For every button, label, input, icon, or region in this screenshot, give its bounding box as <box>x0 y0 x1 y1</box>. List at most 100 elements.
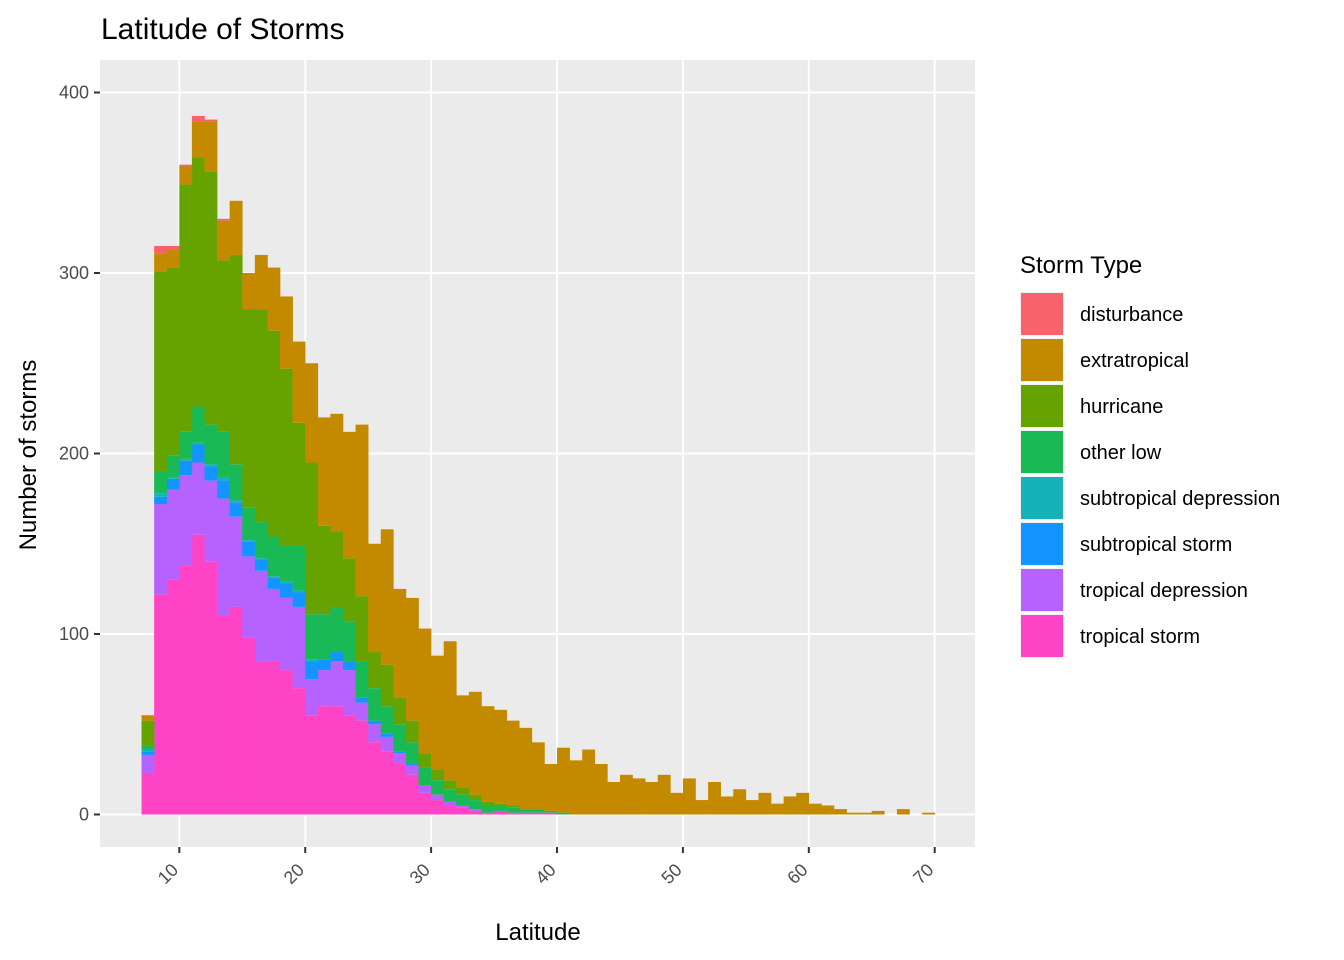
bar-segment <box>355 661 369 698</box>
bar-segment <box>317 525 331 615</box>
bar-segment <box>254 661 268 815</box>
bar-segment <box>368 724 382 743</box>
x-tick-label: 30 <box>406 860 434 888</box>
bar-segment <box>405 763 419 766</box>
bar-segment <box>519 812 533 815</box>
bar-segment <box>141 751 155 755</box>
bar-segment <box>342 431 356 559</box>
bar-segment <box>166 245 180 250</box>
bar-segment <box>405 597 419 721</box>
bar-segment <box>443 789 457 802</box>
bar-segment <box>191 442 205 445</box>
bar-segment <box>280 670 293 815</box>
legend-swatch <box>1021 569 1063 611</box>
bar-segment <box>292 590 306 593</box>
bar-segment <box>506 805 520 808</box>
bar-segment <box>242 309 256 508</box>
bar-segment <box>242 556 256 638</box>
bar-segment <box>544 763 558 811</box>
legend-label: subtropical depression <box>1080 488 1280 510</box>
x-tick-label: 20 <box>280 860 308 888</box>
bar-segment <box>506 807 520 813</box>
bar-segment <box>267 578 281 589</box>
bar-segment <box>342 621 356 662</box>
bar-segment <box>166 249 180 268</box>
bar-segment <box>494 805 507 811</box>
bar-segment <box>645 782 659 815</box>
bar-segment <box>368 720 382 725</box>
bar-segment <box>720 796 734 815</box>
bar-segment <box>456 807 470 815</box>
bar-segment <box>443 805 457 815</box>
bar-segment <box>204 480 218 562</box>
bar-segment <box>154 594 168 815</box>
y-tick-label: 0 <box>79 805 89 825</box>
bar-segment <box>280 368 293 546</box>
bar-segment <box>242 637 256 815</box>
bar-segment <box>267 536 281 577</box>
bar-segment <box>229 464 243 501</box>
bar-segment <box>179 460 193 476</box>
bar-segment <box>368 688 382 721</box>
legend-title: Storm Type <box>1020 252 1142 279</box>
bar-segment <box>292 545 306 591</box>
bar-segment <box>166 455 180 477</box>
bar-segment <box>166 478 180 490</box>
bar-segment <box>922 812 936 815</box>
bar-segment <box>242 540 256 542</box>
bar-segment <box>141 745 155 750</box>
bar-segment <box>418 753 432 768</box>
bar-segment <box>166 579 180 815</box>
legend-label: subtropical storm <box>1080 534 1232 556</box>
bar-segment <box>342 670 356 716</box>
bar-segment <box>557 812 570 815</box>
bar-segment <box>481 805 495 813</box>
x-tick-label: 70 <box>909 860 937 888</box>
bar-segment <box>141 749 155 752</box>
bar-segment <box>531 809 545 813</box>
bar-segment <box>229 200 243 255</box>
bar-segment <box>468 800 482 810</box>
bar-segment <box>494 803 507 806</box>
bar-segment <box>431 794 445 801</box>
bar-segment <box>191 462 205 535</box>
bar-segment <box>456 805 470 808</box>
bar-segment <box>494 709 507 804</box>
bar-segment <box>808 803 822 815</box>
y-tick-label: 100 <box>59 624 89 644</box>
legend-swatch <box>1021 385 1063 427</box>
legend-swatch <box>1021 477 1063 519</box>
bar-segment <box>267 267 281 331</box>
bar-segment <box>531 742 545 810</box>
bar-segment <box>330 606 344 653</box>
bar-segment <box>204 171 218 425</box>
bar-segment <box>456 695 470 788</box>
bar-segment <box>796 792 810 815</box>
bar-segment <box>217 218 230 221</box>
bar-segment <box>594 763 608 815</box>
legend-label: tropical depression <box>1080 580 1248 602</box>
bar-segment <box>506 720 520 806</box>
bar-segment <box>154 271 168 472</box>
x-axis-label: Latitude <box>495 919 580 946</box>
legend-label: hurricane <box>1080 396 1163 418</box>
bar-segment <box>217 480 230 499</box>
bar-segment <box>783 796 797 815</box>
bar-segment <box>292 341 306 423</box>
bar-segment <box>254 254 268 310</box>
bar-segment <box>355 697 369 703</box>
bar-segment <box>179 184 193 432</box>
bar-segment <box>569 760 583 815</box>
bar-segment <box>393 751 407 754</box>
bar-segment <box>380 706 394 734</box>
bar-segment <box>317 659 331 671</box>
x-tick-label: 40 <box>532 860 560 888</box>
bar-segment <box>468 691 482 795</box>
legend-swatch <box>1021 615 1063 657</box>
bar-segment <box>166 476 180 479</box>
bar-segment <box>619 774 633 815</box>
bar-segment <box>330 413 344 532</box>
bar-segment <box>443 801 457 806</box>
bar-segment <box>242 272 256 310</box>
bar-segment <box>481 706 495 802</box>
